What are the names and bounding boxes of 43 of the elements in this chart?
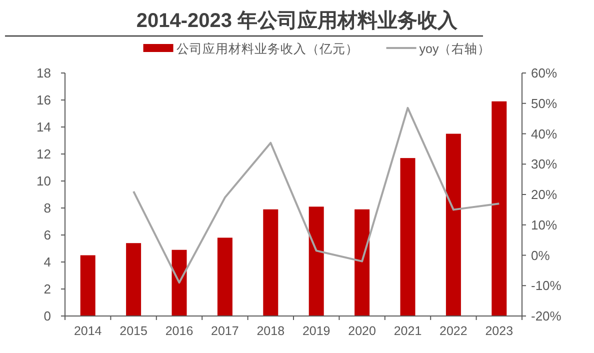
bar [354, 209, 370, 316]
y2-tick-label: 40% [531, 126, 558, 142]
bar [446, 134, 461, 316]
x-tick-label: 2020 [348, 324, 376, 338]
y-tick-label: 2 [44, 282, 51, 296]
bar [172, 250, 187, 316]
bar [126, 243, 142, 316]
bar [308, 206, 324, 316]
y2-tick-label: 30% [531, 156, 558, 172]
y-tick-label: 8 [44, 200, 51, 216]
y-tick-label: 6 [44, 228, 51, 242]
x-tick-label: 2016 [165, 324, 194, 338]
bar [492, 101, 507, 316]
x-tick-label: 2014 [74, 324, 102, 338]
x-tick-label: 2023 [485, 324, 514, 338]
x-tick-label: 2017 [211, 324, 239, 338]
y-tick-label: 16 [36, 92, 51, 108]
y2-tick-label: 20% [531, 187, 558, 202]
legend-label: yoy（右轴） [419, 42, 491, 56]
x-tick-label: 2015 [120, 324, 148, 338]
x-tick-label: 2018 [256, 324, 285, 338]
bar [217, 238, 232, 316]
y-tick-label: 12 [36, 146, 51, 162]
y-tick-label: 4 [44, 254, 51, 270]
y2-tick-label: 10% [531, 217, 558, 232]
x-tick-label: 2019 [302, 324, 330, 338]
bar [400, 158, 416, 316]
y2-tick-label: -20% [531, 308, 562, 324]
x-tick-label: 2022 [440, 324, 468, 338]
line-series [132, 106, 500, 284]
y-tick-label: 14 [36, 120, 51, 134]
chart-title: 2014-2023 年公司应用材料业务收入 [136, 9, 459, 32]
y-tick-label: 0 [44, 308, 51, 324]
bar [263, 209, 278, 316]
y2-tick-label: 0% [531, 248, 550, 263]
legend-label: 公司应用材料业务收入（亿元） [176, 41, 358, 56]
y2-tick-label: -10% [531, 278, 562, 294]
y2-tick-label: 60% [531, 66, 558, 80]
bar [80, 255, 96, 316]
y-tick-label: 10 [36, 174, 51, 188]
y2-tick-label: 50% [531, 96, 558, 111]
y-tick-label: 18 [36, 66, 51, 80]
x-tick-label: 2021 [394, 324, 422, 338]
